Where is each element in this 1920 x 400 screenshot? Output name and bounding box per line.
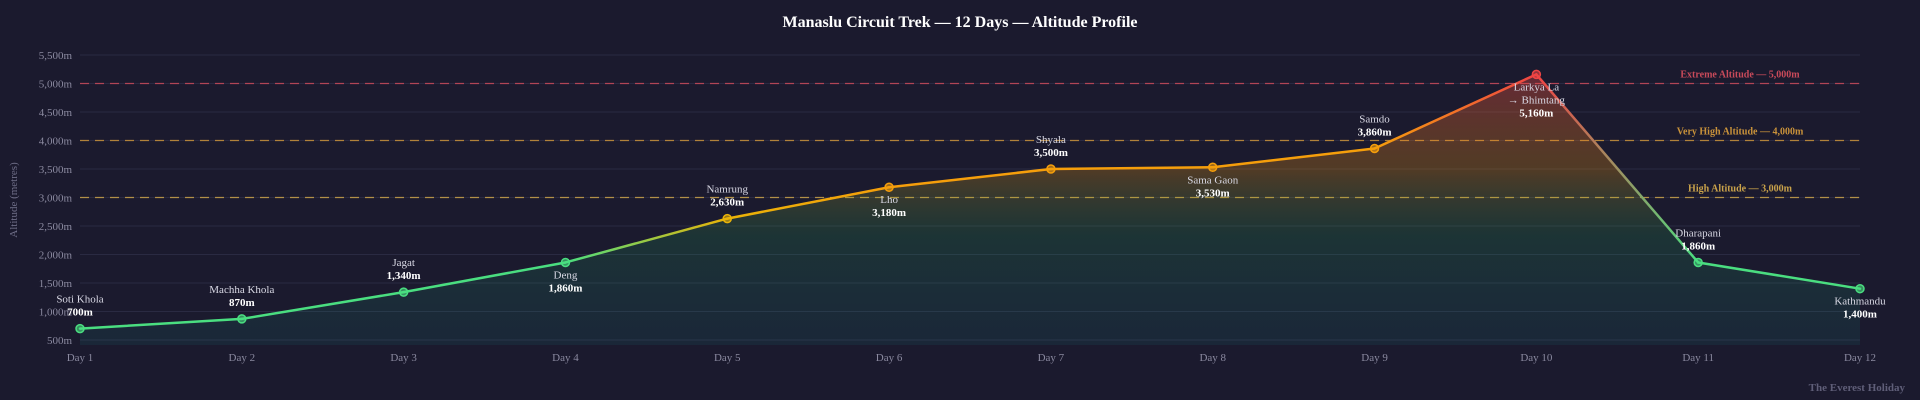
data-point (237, 314, 247, 324)
data-point (722, 213, 733, 224)
point-value-label: 2,630m (710, 197, 744, 209)
x-tick-label: Day 1 (67, 352, 94, 364)
line-segment (887, 167, 1053, 189)
y-tick-label: 5,000m (39, 79, 73, 91)
y-tick-label: 2,500m (39, 221, 73, 233)
point-value-label: 3,530m (1196, 187, 1230, 199)
point-name-label: → Bhimtang (1508, 94, 1566, 106)
point-name-label: Lho (880, 194, 898, 206)
data-point (1693, 257, 1703, 268)
reference-label: Very High Altitude — 4,000m (1677, 127, 1804, 138)
point-value-label: 1,400m (1843, 309, 1877, 321)
data-point (1855, 283, 1865, 294)
point-value-label: 1,860m (1681, 240, 1715, 252)
point-value-label: 3,180m (872, 207, 906, 219)
point-name-label: Soti Khola (56, 294, 103, 306)
point-name-label: Samdo (1359, 113, 1390, 125)
point-value-label: 1,860m (548, 282, 582, 294)
x-tick-label: Day 5 (714, 352, 741, 364)
point-value-label: 870m (229, 297, 255, 309)
line-segment (1049, 166, 1214, 171)
x-tick-label: Day 10 (1520, 352, 1553, 364)
line-segment (402, 261, 567, 294)
y-tick-label: 2,000m (39, 250, 73, 262)
point-value-label: 5,160m (1519, 107, 1553, 119)
x-tick-label: Day 6 (876, 352, 903, 364)
x-tick-label: Day 7 (1038, 352, 1065, 364)
point-value-label: 3,860m (1358, 126, 1392, 138)
y-tick-label: 3,500m (39, 164, 73, 176)
data-point (884, 182, 894, 192)
line-segment (1211, 147, 1376, 169)
x-tick-label: Day 2 (229, 352, 256, 364)
data-point (1207, 162, 1218, 173)
point-name-label: Kathmandu (1834, 296, 1886, 308)
data-point (398, 287, 409, 297)
y-tick-label: 4,000m (39, 136, 73, 148)
point-value-label: 1,340m (387, 270, 421, 282)
y-tick-label: 1,000m (39, 307, 73, 319)
y-axis-label: Altitude (metres) (8, 162, 20, 238)
y-tick-label: 500m (47, 335, 73, 347)
data-point (1369, 143, 1380, 154)
line-segment (78, 317, 244, 330)
reference-label: Extreme Altitude — 5,000m (1680, 70, 1800, 81)
point-name-label: Dharapani (1675, 227, 1721, 239)
line-segment (1373, 73, 1538, 150)
point-value-label: 700m (67, 307, 93, 319)
point-value-label: 3,500m (1034, 147, 1068, 159)
x-tick-label: Day 9 (1361, 352, 1388, 364)
data-point (75, 323, 85, 334)
x-tick-label: Day 8 (1199, 352, 1226, 364)
altitude-area (80, 74, 1860, 345)
data-point (560, 257, 571, 268)
x-tick-label: Day 11 (1682, 352, 1714, 364)
point-name-label: Namrung (706, 184, 748, 196)
line-segment (1696, 261, 1862, 290)
point-name-label: Shyala (1036, 134, 1066, 146)
line-segment (240, 290, 405, 321)
line-segment (1535, 73, 1700, 264)
point-name-label: Jagat (392, 257, 415, 269)
point-name-label: Deng (554, 269, 578, 281)
y-tick-label: 1,500m (39, 278, 73, 290)
data-point (1046, 164, 1056, 174)
y-tick-label: 3,000m (39, 193, 73, 205)
watermark: The Everest Holiday (1809, 382, 1906, 394)
y-tick-label: 5,500m (39, 50, 73, 62)
line-segment (564, 217, 729, 264)
point-name-label: Larkya La (1514, 81, 1560, 93)
reference-label: High Altitude — 3,000m (1688, 184, 1793, 195)
point-name-label: Sama Gaon (1187, 174, 1239, 186)
chart-title: Manaslu Circuit Trek — 12 Days — Altitud… (783, 14, 1138, 31)
x-tick-label: Day 3 (390, 352, 417, 364)
x-tick-label: Day 4 (552, 352, 579, 364)
x-tick-label: Day 12 (1844, 352, 1876, 364)
point-name-label: Machha Khola (209, 284, 274, 296)
line-segment (726, 185, 891, 220)
data-point (1531, 69, 1542, 80)
y-tick-label: 4,500m (39, 107, 73, 119)
